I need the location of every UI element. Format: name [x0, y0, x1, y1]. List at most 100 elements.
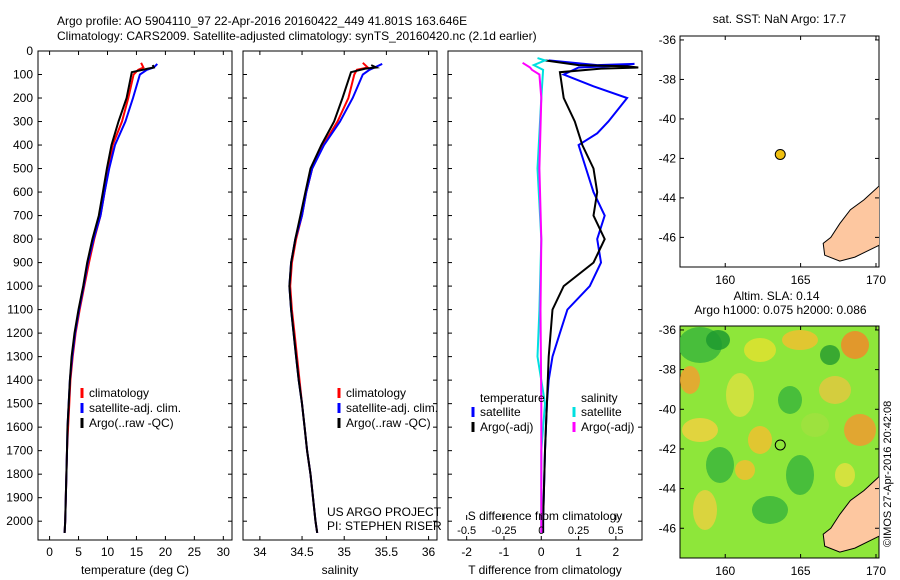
figure-title-line2: Climatology: CARS2009. Satellite-adjuste…	[57, 29, 537, 43]
map-y-tick-label: -46	[659, 230, 677, 244]
map-y-tick-label: -36	[659, 33, 677, 47]
sla-anomaly-patch	[693, 490, 717, 530]
s-tick-label: 0	[538, 525, 544, 537]
sla-anomaly-patch	[744, 338, 776, 362]
y-tick-label: 1500	[6, 397, 33, 411]
map-y-tick-label: -38	[659, 72, 677, 86]
map-title: Altim. SLA: 0.14	[733, 289, 819, 303]
y-tick-label: 100	[13, 68, 33, 82]
y-tick-label: 1000	[6, 279, 33, 293]
y-tick-label: 200	[13, 91, 33, 105]
figure-title-line1: Argo profile: AO 5904110_97 22-Apr-2016 …	[57, 14, 468, 28]
sla-anomaly-patch	[682, 418, 718, 442]
sla-anomaly-patch	[782, 330, 818, 350]
map-x-tick-label: 165	[791, 564, 811, 578]
sla-anomaly-patch	[835, 463, 855, 487]
series-line	[542, 59, 639, 533]
legend-label: satellite	[581, 405, 622, 419]
new-zealand-landmass	[822, 185, 879, 262]
x-tick-label: 25	[188, 545, 202, 559]
x-axis-label: salinity	[322, 563, 359, 577]
panel-frame	[37, 50, 233, 541]
x-tick-label: 35	[338, 545, 352, 559]
map-y-tick-label: -42	[659, 151, 677, 165]
y-tick-label: 700	[13, 209, 33, 223]
sla-field	[680, 327, 876, 530]
series-line	[63, 64, 156, 533]
land-group	[822, 185, 879, 262]
map-y-tick-label: -46	[659, 521, 677, 535]
x-axis-label: temperature (deg C)	[81, 563, 189, 577]
sla-anomaly-patch	[680, 366, 700, 394]
sla-anomaly-patch	[786, 455, 814, 495]
sla-anomaly-patch	[801, 413, 829, 437]
legend-label: satellite-adj. clim.	[89, 401, 181, 415]
x-tick-label: 34	[253, 545, 267, 559]
y-tick-label: 800	[13, 232, 33, 246]
x-tick-label: -1	[499, 545, 510, 559]
sla-anomaly-patch	[820, 345, 840, 365]
legend-label: Argo(-adj)	[480, 420, 533, 434]
argo-float-position	[774, 148, 786, 160]
series-line	[522, 61, 543, 533]
legend-title: salinity	[581, 391, 618, 405]
y-tick-label: 1700	[6, 444, 33, 458]
y-tick-label: 1400	[6, 373, 33, 387]
map-title: sat. SST: NaN Argo: 17.7	[713, 12, 847, 26]
map-sla: 160 165 170 -36 -38 -40 -42 -44 -46 Altim. SLA: 0…	[659, 289, 887, 578]
x-axis-label: T difference from climatology	[468, 563, 622, 577]
sla-anomaly-patch	[844, 414, 876, 446]
series-line	[288, 64, 380, 534]
x-tick-label: 2	[613, 545, 620, 559]
y-tick-label: 500	[13, 162, 33, 176]
legend-label: Argo(-adj)	[581, 420, 634, 434]
y-tick-label: 600	[13, 185, 33, 199]
imos-credit: ©IMOS 27-Apr-2016 20:42:08	[882, 401, 894, 547]
panel-diff: -2 -1 0 1 2 T difference from climatology -0.5…	[447, 50, 643, 577]
land-group	[822, 476, 879, 553]
x-tick-label: 1	[575, 545, 582, 559]
map-sst: 160 165 170 -36 -38 -40 -42 -44 -46 sat. SST: NaN…	[659, 12, 887, 287]
map-subtitle: Argo h1000: 0.075 h2000: 0.086	[694, 303, 866, 317]
y-tick-label: 1100	[7, 303, 33, 317]
x-tick-label: 15	[130, 545, 144, 559]
new-zealand-landmass	[822, 476, 879, 553]
sla-anomaly-patch	[706, 447, 734, 483]
sla-anomaly-patch	[735, 460, 755, 480]
sla-anomaly-patch	[726, 373, 754, 417]
x-tick-label: -2	[461, 545, 472, 559]
s-tick-label: 0.5	[608, 525, 623, 537]
x-tick-label: 34.5	[290, 545, 314, 559]
s-axis-label: S difference from climatology	[468, 509, 623, 523]
x-tick-label: 0	[538, 545, 545, 559]
y-tick-label: 300	[13, 115, 33, 129]
map-x-tick-label: 170	[866, 564, 886, 578]
panel-temp: 0 100 200 300 400 500 600 700 800 900 1000 1100 1200…	[6, 44, 233, 577]
y-tick-label: 900	[13, 256, 33, 270]
x-tick-label: 20	[159, 545, 173, 559]
project-annotation: US ARGO PROJECT	[327, 505, 442, 519]
legend-label: Argo(..raw -QC)	[346, 416, 431, 430]
s-tick-label: -0.5	[457, 525, 476, 537]
map-y-tick-label: -36	[659, 323, 677, 337]
y-tick-label: 0	[26, 44, 33, 58]
y-tick-label: 1300	[6, 350, 33, 364]
x-tick-label: 5	[75, 545, 82, 559]
y-tick-label: 1600	[6, 420, 33, 434]
panel-sal: 34 34.5 35 35.5 36 salinity climatologysatelli…	[242, 50, 442, 577]
y-tick-label: 400	[13, 138, 33, 152]
legend-label: climatology	[89, 386, 149, 400]
legend-title: temperature	[480, 391, 545, 405]
s-tick-label: 0.25	[568, 525, 589, 537]
map-x-tick-label: 160	[715, 564, 735, 578]
map-y-tick-label: -40	[659, 402, 677, 416]
legend-label: Argo(..raw -QC)	[89, 416, 174, 430]
map-y-tick-label: -44	[659, 191, 677, 205]
map-x-tick-label: 160	[715, 273, 735, 287]
y-tick-label: 1200	[6, 326, 33, 340]
x-tick-label: 35.5	[375, 545, 399, 559]
x-tick-label: 10	[101, 545, 115, 559]
x-tick-label: 30	[217, 545, 231, 559]
legend-label: satellite-adj. clim.	[346, 401, 438, 415]
